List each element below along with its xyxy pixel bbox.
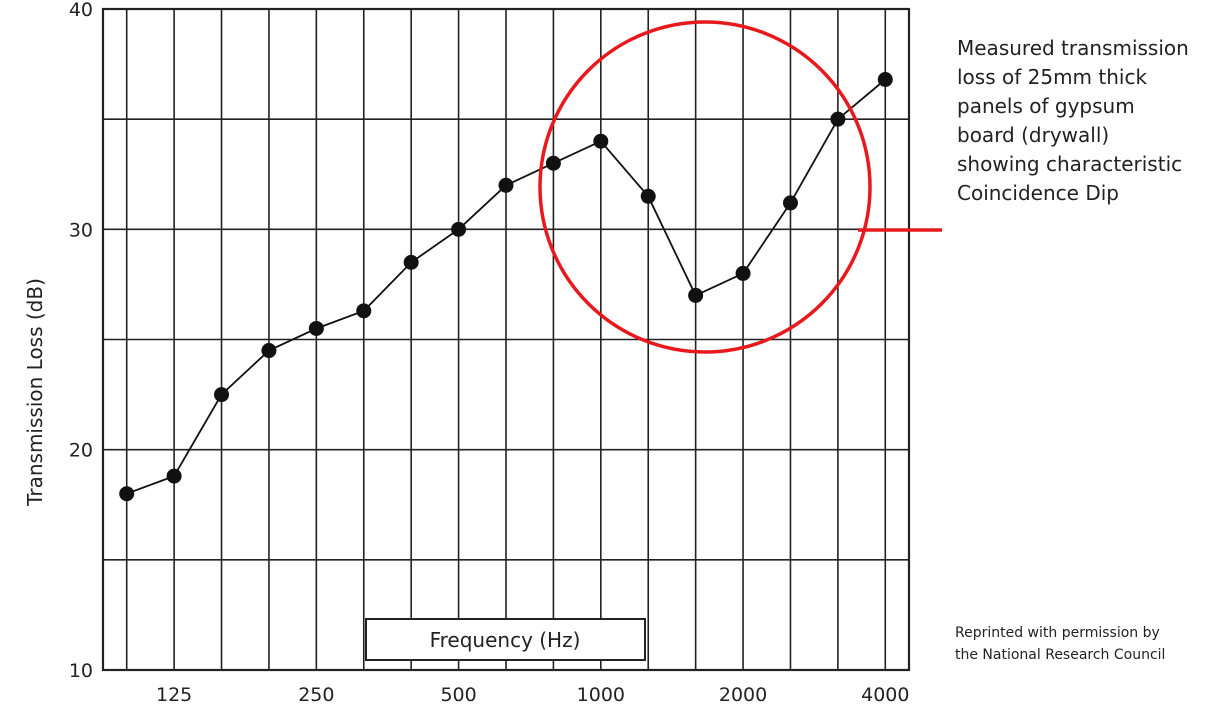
x-tick-label: 1000 xyxy=(577,684,625,705)
data-point xyxy=(830,111,846,127)
x-tick-labels: 125 250 500 1000 2000 4000 xyxy=(156,684,909,705)
data-point xyxy=(356,303,372,319)
y-tick-label: 40 xyxy=(69,0,93,21)
credit-line: Reprinted with permission by xyxy=(955,625,1160,641)
annotation-line: board (drywall) xyxy=(957,123,1109,147)
data-point xyxy=(545,155,561,171)
x-axis-label: Frequency (Hz) xyxy=(430,628,581,652)
y-tick-label: 10 xyxy=(69,660,93,682)
x-tick-label: 500 xyxy=(440,684,476,705)
annotation-line: Measured transmission xyxy=(957,36,1189,60)
data-point xyxy=(498,177,514,193)
data-point xyxy=(119,486,135,502)
y-tick-labels: 10 20 30 40 xyxy=(69,0,93,682)
x-tick-label: 250 xyxy=(298,684,334,705)
annotation-text: Measured transmission loss of 25mm thick p… xyxy=(957,36,1189,205)
y-tick-label: 20 xyxy=(69,440,93,462)
credit-line: the National Research Council xyxy=(955,647,1165,663)
data-point xyxy=(735,265,751,281)
data-point xyxy=(403,254,419,270)
annotation-highlight: Coincidence Dip xyxy=(957,181,1119,205)
data-point xyxy=(640,188,656,204)
annotation-line: loss of 25mm thick xyxy=(957,65,1147,89)
data-point xyxy=(261,343,277,359)
y-axis-label: Transmission Loss (dB) xyxy=(23,278,47,507)
coincidence-dip-highlight xyxy=(538,20,942,354)
x-tick-label: 4000 xyxy=(861,684,909,705)
y-tick-label: 30 xyxy=(69,219,93,241)
plot-frame xyxy=(101,7,911,672)
data-point xyxy=(688,287,704,303)
x-tick-label: 2000 xyxy=(719,684,767,705)
credit-text: Reprinted with permission by the National… xyxy=(955,625,1165,663)
annotation-line: showing characteristic xyxy=(957,152,1182,176)
data-point xyxy=(166,468,182,484)
data-point xyxy=(877,72,893,88)
annotation-line: panels of gypsum xyxy=(957,94,1135,118)
data-point xyxy=(308,320,324,336)
highlight-circle xyxy=(538,20,872,354)
x-tick-label: 125 xyxy=(156,684,192,705)
series-transmission-loss xyxy=(119,72,893,502)
data-point xyxy=(214,387,230,403)
grid xyxy=(101,7,911,672)
data-point xyxy=(593,133,609,149)
data-point xyxy=(782,195,798,211)
data-point xyxy=(451,221,467,237)
x-axis-label-box xyxy=(365,618,646,661)
